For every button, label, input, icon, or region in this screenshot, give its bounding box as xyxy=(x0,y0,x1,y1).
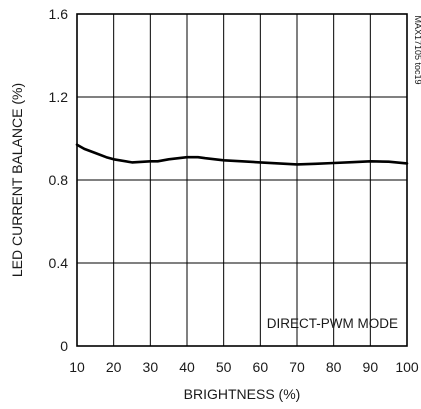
x-tick-label: 80 xyxy=(326,359,342,375)
y-tick-labels: 0 0.4 0.8 1.2 1.6 xyxy=(49,6,69,354)
y-tick-label: 0 xyxy=(60,338,68,354)
x-tick-labels: 10 20 30 40 50 60 70 80 90 100 xyxy=(69,359,419,375)
y-axis-label: LED CURRENT BALANCE (%) xyxy=(9,83,25,277)
plot-frame xyxy=(76,13,408,347)
y-tick-label: 1.2 xyxy=(49,89,69,105)
figure-code: MAX17105 toc19 xyxy=(413,15,421,84)
x-tick-label: 70 xyxy=(289,359,305,375)
x-tick-label: 20 xyxy=(106,359,122,375)
x-tick-label: 100 xyxy=(395,359,419,375)
y-tick-label: 0.4 xyxy=(49,255,69,271)
mode-annotation: DIRECT-PWM MODE xyxy=(267,316,398,331)
grid xyxy=(77,14,407,346)
x-tick-label: 10 xyxy=(69,359,85,375)
x-tick-label: 60 xyxy=(253,359,269,375)
x-tick-label: 90 xyxy=(363,359,379,375)
y-tick-label: 0.8 xyxy=(49,172,69,188)
series-line xyxy=(75,143,409,166)
y-tick-label: 1.6 xyxy=(49,6,69,22)
x-tick-label: 50 xyxy=(216,359,232,375)
x-axis-label: BRIGHTNESS (%) xyxy=(184,386,301,402)
x-tick-label: 30 xyxy=(143,359,159,375)
x-tick-label: 40 xyxy=(179,359,195,375)
